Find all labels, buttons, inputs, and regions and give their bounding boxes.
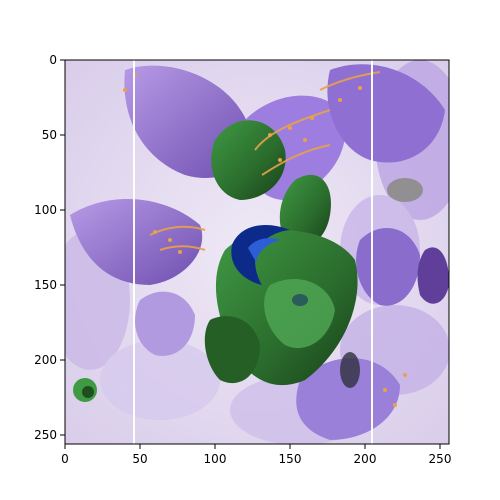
y-tick-label: 200: [34, 353, 57, 367]
y-axis-ticks: 0 50 100 150 200 250: [34, 53, 65, 442]
y-tick-label: 100: [34, 203, 57, 217]
y-tick-label: 250: [34, 428, 57, 442]
x-tick-label: 150: [279, 452, 302, 466]
x-axis-ticks: 0 50 100 150 200 250: [61, 444, 451, 466]
x-tick-label: 200: [354, 452, 377, 466]
x-tick-label: 50: [132, 452, 147, 466]
y-tick-label: 150: [34, 278, 57, 292]
x-tick-label: 100: [204, 452, 227, 466]
white-stripe-right: [371, 60, 373, 444]
image-area: [50, 60, 465, 445]
x-tick-label: 250: [429, 452, 452, 466]
y-tick-label: 0: [49, 53, 57, 67]
y-tick-label: 50: [42, 128, 57, 142]
white-stripe-left: [133, 60, 135, 444]
x-tick-label: 0: [61, 452, 69, 466]
